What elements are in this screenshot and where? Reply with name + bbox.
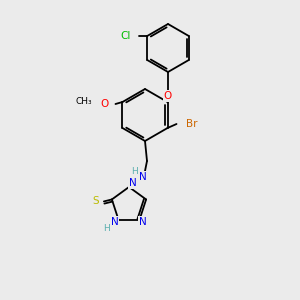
Text: O: O (164, 91, 172, 101)
Text: O: O (100, 99, 109, 109)
Text: N: N (110, 217, 118, 226)
Text: Br: Br (185, 119, 197, 129)
Text: S: S (93, 196, 99, 206)
Text: H: H (130, 167, 137, 176)
Text: N: N (139, 217, 146, 226)
Text: N: N (129, 178, 137, 188)
Text: Cl: Cl (121, 31, 131, 41)
Text: N: N (139, 172, 147, 182)
Text: CH₃: CH₃ (76, 98, 92, 106)
Text: H: H (103, 224, 110, 233)
